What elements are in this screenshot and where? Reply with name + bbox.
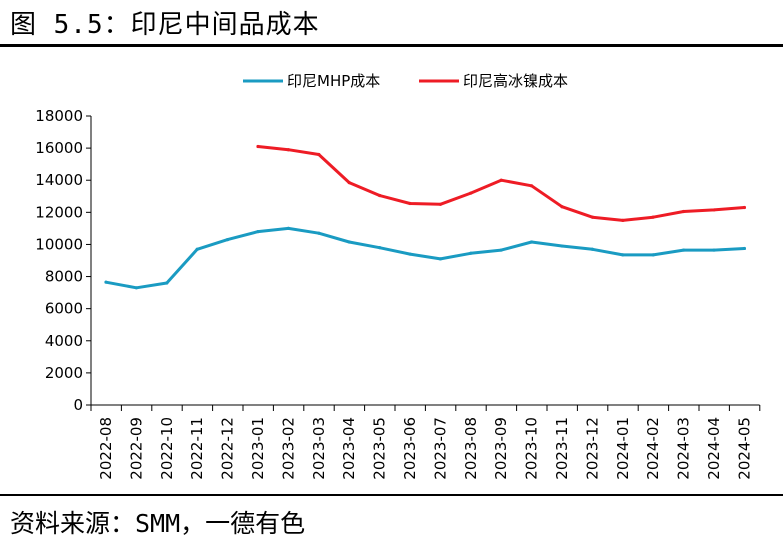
chart-legend: 印尼MHP成本 印尼高冰镍成本: [243, 72, 568, 90]
x-tick-label: 2023-09: [492, 417, 510, 480]
data-point: [256, 230, 260, 234]
line-chart: 印尼MHP成本 印尼高冰镍成本 0 2000 4000 6000 8000 10000 120…: [35, 72, 761, 480]
x-tick-label: 2024-01: [614, 417, 632, 480]
top-rule: [0, 44, 783, 47]
series-2: [256, 144, 747, 222]
x-tick-label: 2022-12: [219, 417, 237, 480]
data-point: [590, 247, 595, 251]
data-point: [378, 246, 382, 250]
data-point: [195, 247, 199, 251]
data-point: [256, 144, 260, 149]
data-point: [104, 280, 108, 284]
x-tick-label: 2024-04: [705, 417, 723, 480]
x-tick-label: 2022-08: [97, 417, 115, 480]
series-line: [256, 145, 746, 222]
x-tick-label: 2023-06: [401, 417, 419, 480]
data-point: [560, 244, 564, 248]
y-tick-label: 18000: [35, 107, 83, 125]
data-point: [712, 208, 716, 212]
x-tick-label: 2023-04: [340, 417, 358, 480]
data-point: [712, 248, 716, 252]
figure-title: 图 5.5：印尼中间品成本: [10, 10, 320, 40]
data-point: [378, 193, 382, 198]
data-point: [530, 240, 534, 244]
data-point: [621, 218, 625, 222]
x-tick-label: 2024-05: [735, 417, 753, 480]
data-point: [530, 184, 534, 188]
data-point: [317, 152, 321, 157]
data-point: [408, 201, 412, 206]
data-point: [317, 231, 321, 235]
data-point: [682, 209, 686, 214]
data-point: [469, 251, 473, 255]
data-point: [621, 253, 625, 257]
data-point: [347, 240, 351, 244]
y-tick-label: 4000: [45, 332, 83, 350]
data-point: [651, 215, 655, 219]
x-tick-label: 2023-03: [310, 417, 328, 480]
y-tick-label: 8000: [45, 268, 83, 286]
data-point: [560, 205, 564, 209]
data-point: [469, 191, 473, 195]
x-tick-label: 2024-03: [675, 417, 693, 480]
legend-label: 印尼MHP成本: [287, 72, 380, 90]
y-tick-label: 16000: [35, 139, 83, 157]
data-point: [742, 205, 747, 210]
data-point: [408, 252, 412, 256]
data-point: [742, 246, 747, 251]
data-point: [438, 257, 442, 261]
data-point: [165, 281, 169, 285]
data-point: [286, 148, 290, 152]
x-tick-label: 2023-11: [553, 417, 571, 480]
x-tick-label: 2022-10: [158, 417, 176, 480]
data-point: [226, 238, 230, 242]
series-group: [104, 144, 747, 290]
series-line: [104, 226, 746, 290]
x-tick-label: 2022-11: [188, 417, 206, 480]
data-point: [499, 178, 503, 182]
x-tick-label: 2023-01: [249, 417, 267, 480]
x-tick-label: 2023-12: [583, 417, 601, 480]
y-tick-label: 2000: [45, 364, 83, 382]
x-tick-label: 2023-05: [371, 417, 389, 480]
legend-label: 印尼高冰镍成本: [463, 72, 568, 90]
data-point: [682, 248, 686, 252]
x-tick-label: 2023-02: [279, 417, 297, 480]
bottom-rule: [0, 494, 783, 496]
y-tick-label: 10000: [35, 235, 83, 253]
data-point: [286, 226, 290, 230]
source-note: 资料来源：SMM，一德有色: [10, 509, 306, 538]
y-tick-label: 6000: [45, 300, 83, 318]
y-axis: 0 2000 4000 6000 8000 10000 12000 14000 16000 180…: [35, 107, 92, 414]
x-tick-label: 2023-08: [462, 417, 480, 480]
series-1: [104, 226, 747, 290]
data-point: [438, 202, 442, 206]
y-tick-label: 12000: [35, 203, 83, 221]
x-tick-label: 2022-09: [127, 417, 145, 480]
data-point: [499, 248, 503, 252]
data-point: [651, 253, 655, 257]
data-point: [590, 215, 595, 219]
x-axis: 2022-08 2022-09 2022-10 2022-11 2022-12 2023-…: [90, 404, 761, 480]
data-point: [134, 286, 138, 290]
y-tick-label: 14000: [35, 171, 83, 189]
data-point: [347, 181, 351, 185]
x-tick-label: 2023-10: [523, 417, 541, 480]
x-tick-label: 2023-07: [431, 417, 449, 480]
y-tick-label: 0: [73, 396, 83, 414]
x-tick-label: 2024-02: [644, 417, 662, 480]
